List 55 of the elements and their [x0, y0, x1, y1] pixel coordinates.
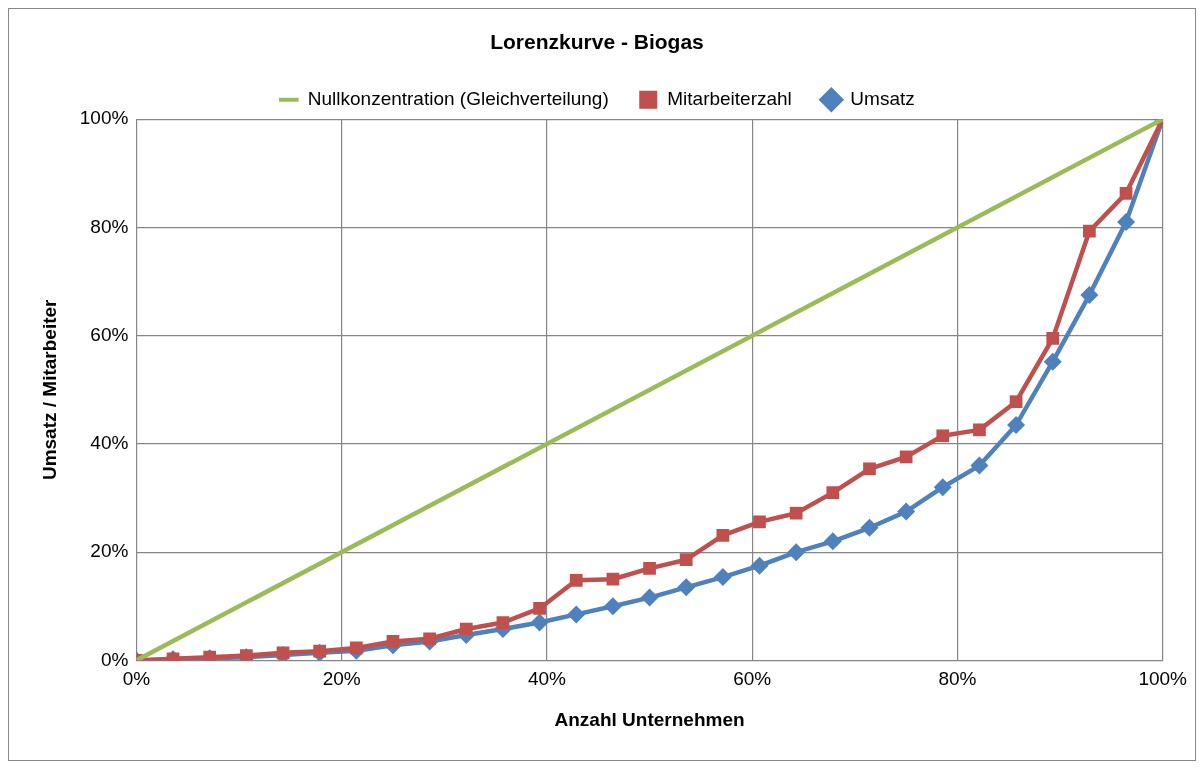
y-tick-label: 40%: [90, 432, 129, 454]
point: [567, 605, 586, 624]
y-tick-label: 0%: [100, 648, 129, 670]
point: [1080, 286, 1099, 305]
x-tick-label: 80%: [938, 668, 977, 690]
x-axis-title: Anzahl Unternehmen: [554, 708, 745, 730]
point: [973, 423, 986, 437]
point: [1117, 213, 1136, 232]
point: [750, 556, 769, 575]
y-tick-label: 20%: [90, 540, 129, 562]
point: [936, 429, 950, 443]
point: [1046, 332, 1060, 345]
point: [496, 616, 510, 629]
point: [640, 588, 659, 607]
point: [1119, 186, 1133, 200]
point: [603, 597, 622, 616]
x-tick-label: 100%: [1138, 668, 1188, 690]
y-tick-label: 60%: [90, 323, 129, 345]
point: [569, 573, 583, 587]
legend-label: Mitarbeiterzahl: [667, 87, 792, 109]
x-tick-label: 20%: [322, 668, 361, 690]
point: [716, 529, 730, 542]
point: [530, 613, 549, 632]
point: [643, 562, 656, 575]
legend-label: Nullkonzentration (Gleichverteilung): [307, 87, 609, 109]
point: [823, 532, 842, 551]
point: [713, 568, 732, 587]
x-tick-label: 60%: [733, 668, 772, 690]
point: [1007, 415, 1026, 434]
point: [897, 502, 916, 521]
point: [933, 478, 952, 497]
point: [1009, 395, 1023, 409]
point: [860, 518, 879, 537]
point: [677, 578, 696, 597]
point: [459, 622, 473, 636]
point: [863, 462, 876, 476]
point: [787, 543, 806, 562]
x-tick-label: 40%: [527, 668, 567, 690]
y-axis-title: Umsatz / Mitarbeiter: [38, 298, 60, 481]
point: [753, 515, 766, 529]
point: [826, 486, 840, 499]
point: [606, 572, 620, 586]
legend-label: Umsatz: [850, 87, 915, 109]
y-tick-label: 100%: [79, 107, 129, 129]
y-tick-label: 80%: [90, 215, 129, 237]
point: [1043, 352, 1062, 371]
point: [1083, 224, 1096, 238]
chart-title: Lorenzkurve - Biogas: [490, 30, 704, 54]
point: [679, 553, 693, 567]
x-tick-label: 0%: [122, 668, 151, 690]
point: [970, 456, 989, 475]
point: [789, 506, 803, 520]
point: [386, 635, 400, 648]
point: [533, 602, 546, 615]
point: [349, 641, 363, 655]
